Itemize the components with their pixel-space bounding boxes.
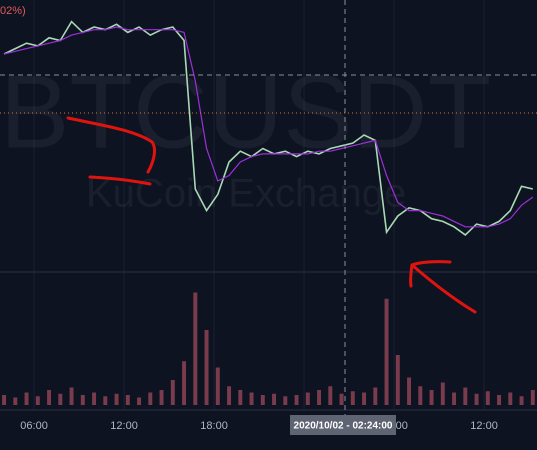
- volume-bar: [272, 393, 277, 405]
- crosshair-label-box: [290, 415, 396, 435]
- x-tick-label: 12:00: [470, 420, 498, 432]
- volume-bar: [317, 390, 322, 405]
- volume-bar: [519, 396, 524, 405]
- volume-bar: [159, 390, 164, 405]
- volume-bar: [2, 395, 7, 405]
- volume-bar: [92, 392, 97, 405]
- volume-bar: [137, 397, 142, 405]
- grid: [33, 0, 485, 410]
- volume-bar: [497, 395, 502, 405]
- annotation-arrow: [409, 260, 477, 314]
- volume-bar: [114, 393, 119, 405]
- volume-bar: [339, 393, 344, 405]
- volume-bar: [463, 387, 468, 405]
- volume-bar: [103, 396, 108, 405]
- volume-bar: [125, 395, 130, 405]
- x-tick-label: 18:00: [200, 420, 228, 432]
- price-line: [3, 26, 534, 228]
- volume-bar: [452, 392, 457, 405]
- volume-bar: [58, 393, 63, 405]
- volume-bar: [215, 367, 220, 405]
- volume-bar: [238, 390, 243, 405]
- volume-bar: [204, 330, 209, 405]
- header-text: 02%): [0, 5, 26, 17]
- watermark: BTCUSDT: [0, 54, 491, 170]
- volume-bar: [13, 397, 18, 405]
- volume-bar: [474, 393, 479, 405]
- volume-bar: [530, 390, 535, 405]
- volume-bar: [148, 392, 153, 405]
- price-line: [3, 20, 533, 236]
- volume-bar: [80, 395, 85, 405]
- volume-bar: [249, 392, 254, 405]
- volume-bar: [305, 392, 310, 405]
- annotation-arrow: [66, 116, 156, 186]
- volume-bar: [182, 361, 187, 405]
- volume-bar: [508, 392, 513, 405]
- volume-bar: [35, 396, 40, 405]
- volume-bar: [47, 390, 52, 405]
- volume-bar: [407, 377, 412, 405]
- volume-bar: [373, 387, 378, 405]
- volume-bar: [193, 292, 198, 405]
- volume-bar: [418, 386, 423, 405]
- volume-bar: [485, 391, 490, 405]
- volume-bar: [440, 382, 445, 405]
- volume-bar: [384, 298, 389, 405]
- x-tick-label: 12:00: [110, 420, 138, 432]
- volume-bar: [24, 392, 29, 405]
- volume-bar: [69, 387, 74, 405]
- marks: [2, 20, 535, 405]
- volume-bar: [294, 395, 299, 405]
- x-tick-label: 06:00: [20, 420, 48, 432]
- volume-bar: [328, 386, 333, 405]
- volume-bar: [227, 386, 232, 405]
- volume-bar: [283, 396, 288, 405]
- volume-bar: [395, 355, 400, 405]
- volume-bar: [362, 392, 367, 405]
- crosshair-label: 2020/10/02 - 02:24:00: [294, 421, 393, 432]
- volume-bar: [170, 380, 175, 405]
- volume-bar: [429, 390, 434, 405]
- volume-bar: [350, 391, 355, 405]
- volume-bar: [260, 395, 265, 405]
- watermark-sub: KuCoin Exchange: [86, 172, 406, 216]
